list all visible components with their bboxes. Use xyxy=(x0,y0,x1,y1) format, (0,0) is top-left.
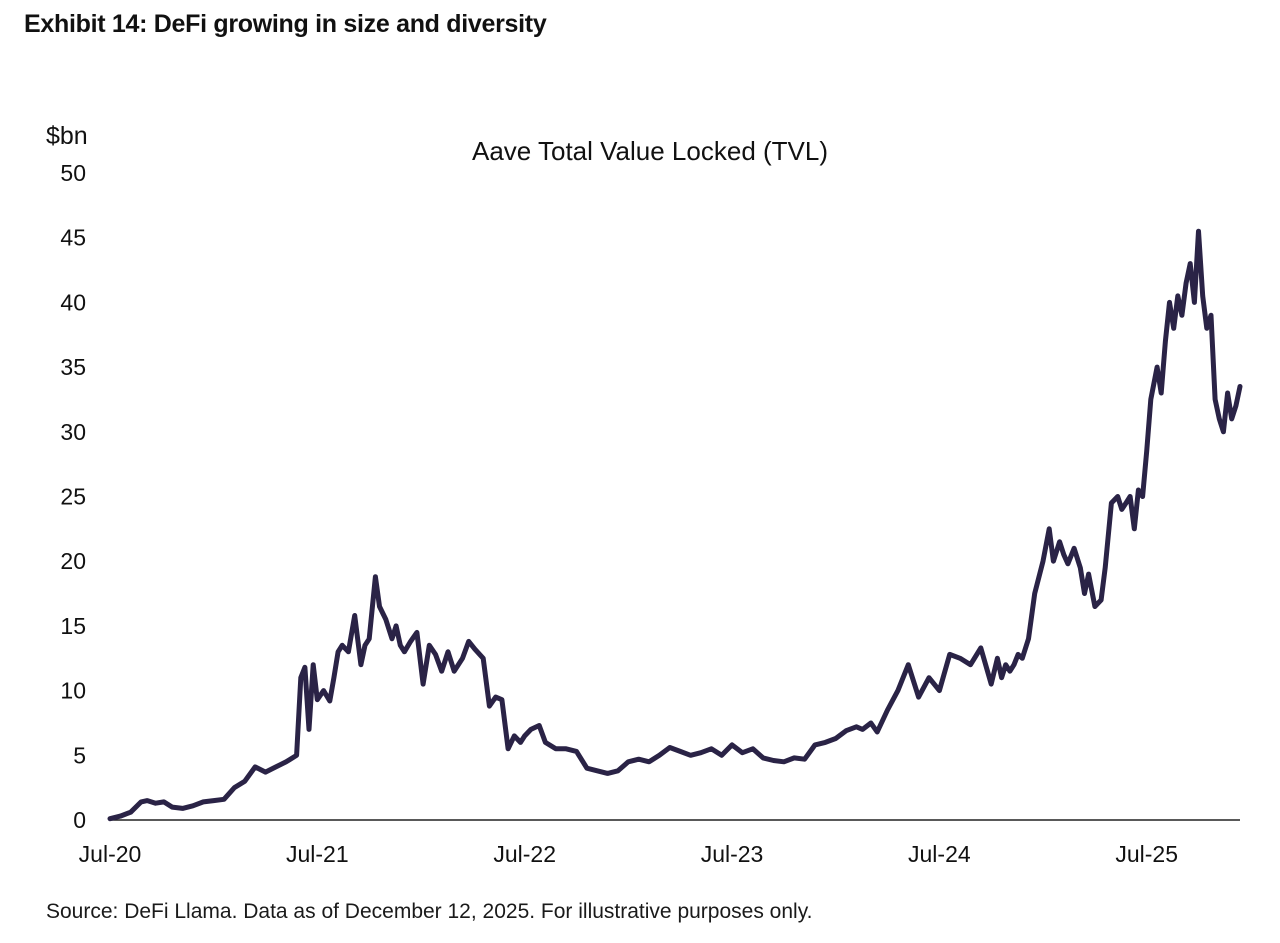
x-tick-label: Jul-22 xyxy=(493,841,556,867)
y-tick-label: 45 xyxy=(60,225,86,251)
x-tick-label: Jul-20 xyxy=(79,841,142,867)
x-tick-label: Jul-21 xyxy=(286,841,349,867)
y-tick-label: 5 xyxy=(73,742,86,768)
y-tick-label: 40 xyxy=(60,289,86,315)
exhibit-title: Exhibit 14: DeFi growing in size and div… xyxy=(24,10,547,38)
source-note: Source: DeFi Llama. Data as of December … xyxy=(46,900,813,923)
y-tick-label: 15 xyxy=(60,613,86,639)
chart-title: Aave Total Value Locked (TVL) xyxy=(472,136,828,166)
y-tick-label: 50 xyxy=(60,160,86,186)
y-axis-label: $bn xyxy=(46,122,88,150)
y-tick-label: 30 xyxy=(60,419,86,445)
y-tick-label: 0 xyxy=(73,807,86,833)
series-line-aave-tvl xyxy=(107,228,1243,822)
x-tick-label: Jul-25 xyxy=(1115,841,1178,867)
x-tick-label: Jul-24 xyxy=(908,841,971,867)
y-axis-ticks: 0 5 10 15 20 25 30 35 40 45 50 xyxy=(60,160,86,833)
y-tick-label: 10 xyxy=(60,678,86,704)
y-tick-label: 25 xyxy=(60,484,86,510)
y-tick-label: 35 xyxy=(60,354,86,380)
x-axis-ticks: Jul-20 Jul-21 Jul-22 Jul-23 Jul-24 Jul-25 xyxy=(79,841,1178,867)
x-tick-label: Jul-23 xyxy=(701,841,764,867)
y-tick-label: 20 xyxy=(60,548,86,574)
